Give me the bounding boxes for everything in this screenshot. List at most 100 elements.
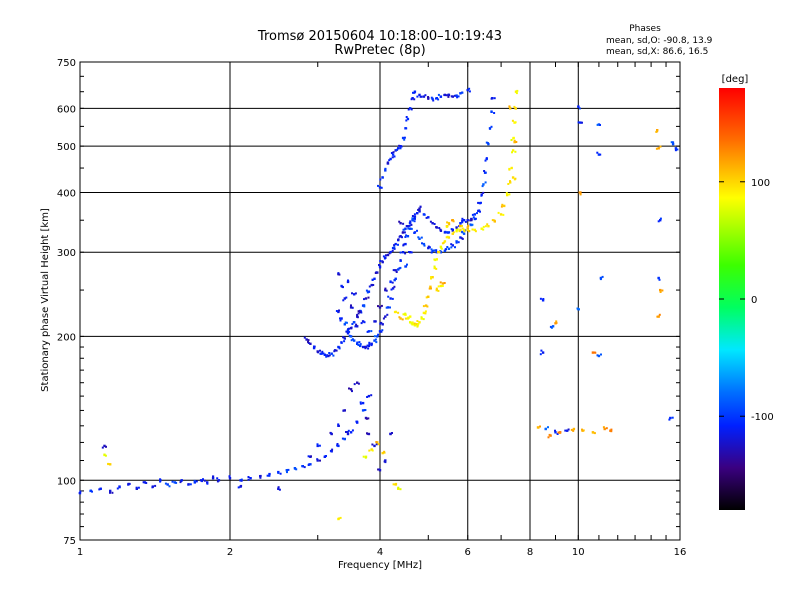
trace-point — [143, 481, 147, 484]
trace-point — [486, 223, 489, 226]
trace-point — [397, 487, 400, 490]
trace-point — [399, 259, 402, 262]
trace-point — [199, 479, 203, 482]
trace-point — [103, 444, 106, 448]
trace-point — [493, 112, 496, 114]
trace-point — [307, 342, 310, 344]
trace-point — [437, 285, 440, 288]
trace-point — [399, 147, 402, 150]
trace-point — [411, 321, 414, 324]
trace-point — [582, 429, 585, 432]
trace-point — [466, 219, 469, 222]
trace-point — [392, 151, 395, 154]
trace-point — [480, 194, 483, 197]
trace-point — [193, 479, 196, 482]
trace-point — [438, 250, 441, 253]
trace-point — [405, 225, 408, 227]
trace-point — [397, 243, 399, 246]
trace-point — [307, 463, 310, 466]
trace-point — [446, 221, 449, 224]
trace-point — [658, 278, 661, 281]
trace-point — [435, 249, 438, 252]
trace-point — [431, 97, 434, 101]
trace-point — [469, 223, 472, 226]
trace-point — [277, 487, 280, 490]
trace-point — [392, 269, 395, 272]
trace-point — [454, 246, 456, 249]
trace-point — [142, 481, 145, 484]
trace-point — [307, 339, 310, 342]
trace-point — [389, 280, 392, 283]
trace-point — [240, 479, 243, 482]
trace-point — [370, 283, 373, 287]
trace-point — [350, 339, 353, 342]
trace-point — [457, 95, 460, 98]
trace-point — [514, 177, 517, 180]
trace-point — [312, 346, 316, 350]
trace-point — [659, 145, 662, 148]
trace-point — [490, 110, 493, 113]
trace-point — [413, 220, 416, 223]
trace-point — [425, 216, 428, 219]
trace-point — [456, 228, 459, 231]
trace-point — [338, 346, 341, 349]
trace-point — [362, 455, 365, 458]
trace-point — [515, 92, 518, 95]
trace-point — [367, 394, 371, 398]
trace-point — [411, 215, 414, 217]
trace-point — [427, 97, 430, 100]
trace-point — [357, 344, 360, 346]
y-tick-label: 200 — [57, 332, 76, 343]
trace-point — [393, 246, 396, 249]
trace-point — [361, 304, 365, 307]
trace-point — [497, 211, 500, 214]
trace-point — [360, 322, 363, 325]
y-tick-label: 750 — [57, 58, 76, 69]
trace-point — [333, 350, 336, 353]
trace-point — [395, 149, 398, 151]
trace-point — [471, 228, 474, 231]
trace-point — [445, 225, 448, 228]
trace-point — [338, 309, 340, 312]
trace-point — [410, 322, 413, 325]
trace-point — [351, 429, 354, 432]
trace-point — [345, 330, 348, 333]
trace-point — [351, 292, 353, 295]
trace-point — [145, 482, 148, 484]
trace-point — [502, 213, 505, 216]
trace-point — [486, 142, 489, 144]
trace-point — [268, 474, 271, 477]
trace-point — [368, 343, 371, 346]
trace-point — [450, 243, 453, 246]
trace-point — [319, 349, 321, 352]
trace-point — [323, 353, 326, 356]
trace-point — [99, 487, 102, 490]
trace-point — [447, 236, 451, 239]
trace-point — [337, 444, 340, 448]
trace-point — [391, 153, 395, 156]
trace-point — [513, 105, 516, 108]
trace-point — [572, 427, 576, 431]
trace-point — [399, 317, 402, 320]
trace-point — [389, 157, 392, 161]
trace-point — [473, 228, 476, 232]
trace-point — [346, 431, 349, 433]
trace-point — [309, 463, 312, 466]
trace-point — [461, 91, 464, 94]
x-tick-label: 8 — [527, 547, 533, 558]
trace-point — [389, 250, 392, 253]
trace-point — [420, 95, 423, 98]
trace-point — [655, 147, 658, 150]
trace-point — [359, 310, 362, 314]
trace-point — [193, 481, 196, 484]
trace-point — [395, 271, 398, 273]
trace-point — [414, 323, 417, 326]
trace-point — [428, 246, 431, 249]
trace-point — [347, 429, 350, 432]
trace-point — [610, 428, 613, 431]
trace-point — [340, 341, 343, 344]
trace-point — [303, 466, 306, 469]
trace-point — [201, 480, 204, 483]
trace-point — [427, 245, 430, 248]
trace-point — [405, 234, 408, 237]
